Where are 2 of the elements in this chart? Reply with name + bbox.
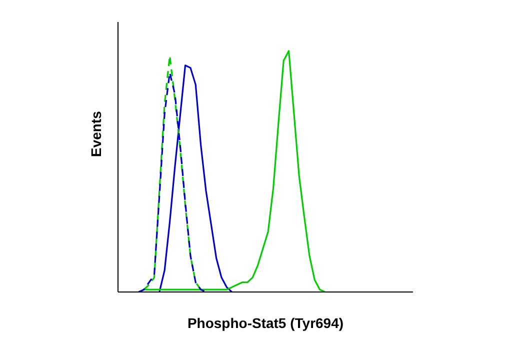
y-axis-title: Events — [88, 110, 104, 157]
x-axis-title: Phospho-Stat5 (Tyr694) — [187, 315, 344, 331]
